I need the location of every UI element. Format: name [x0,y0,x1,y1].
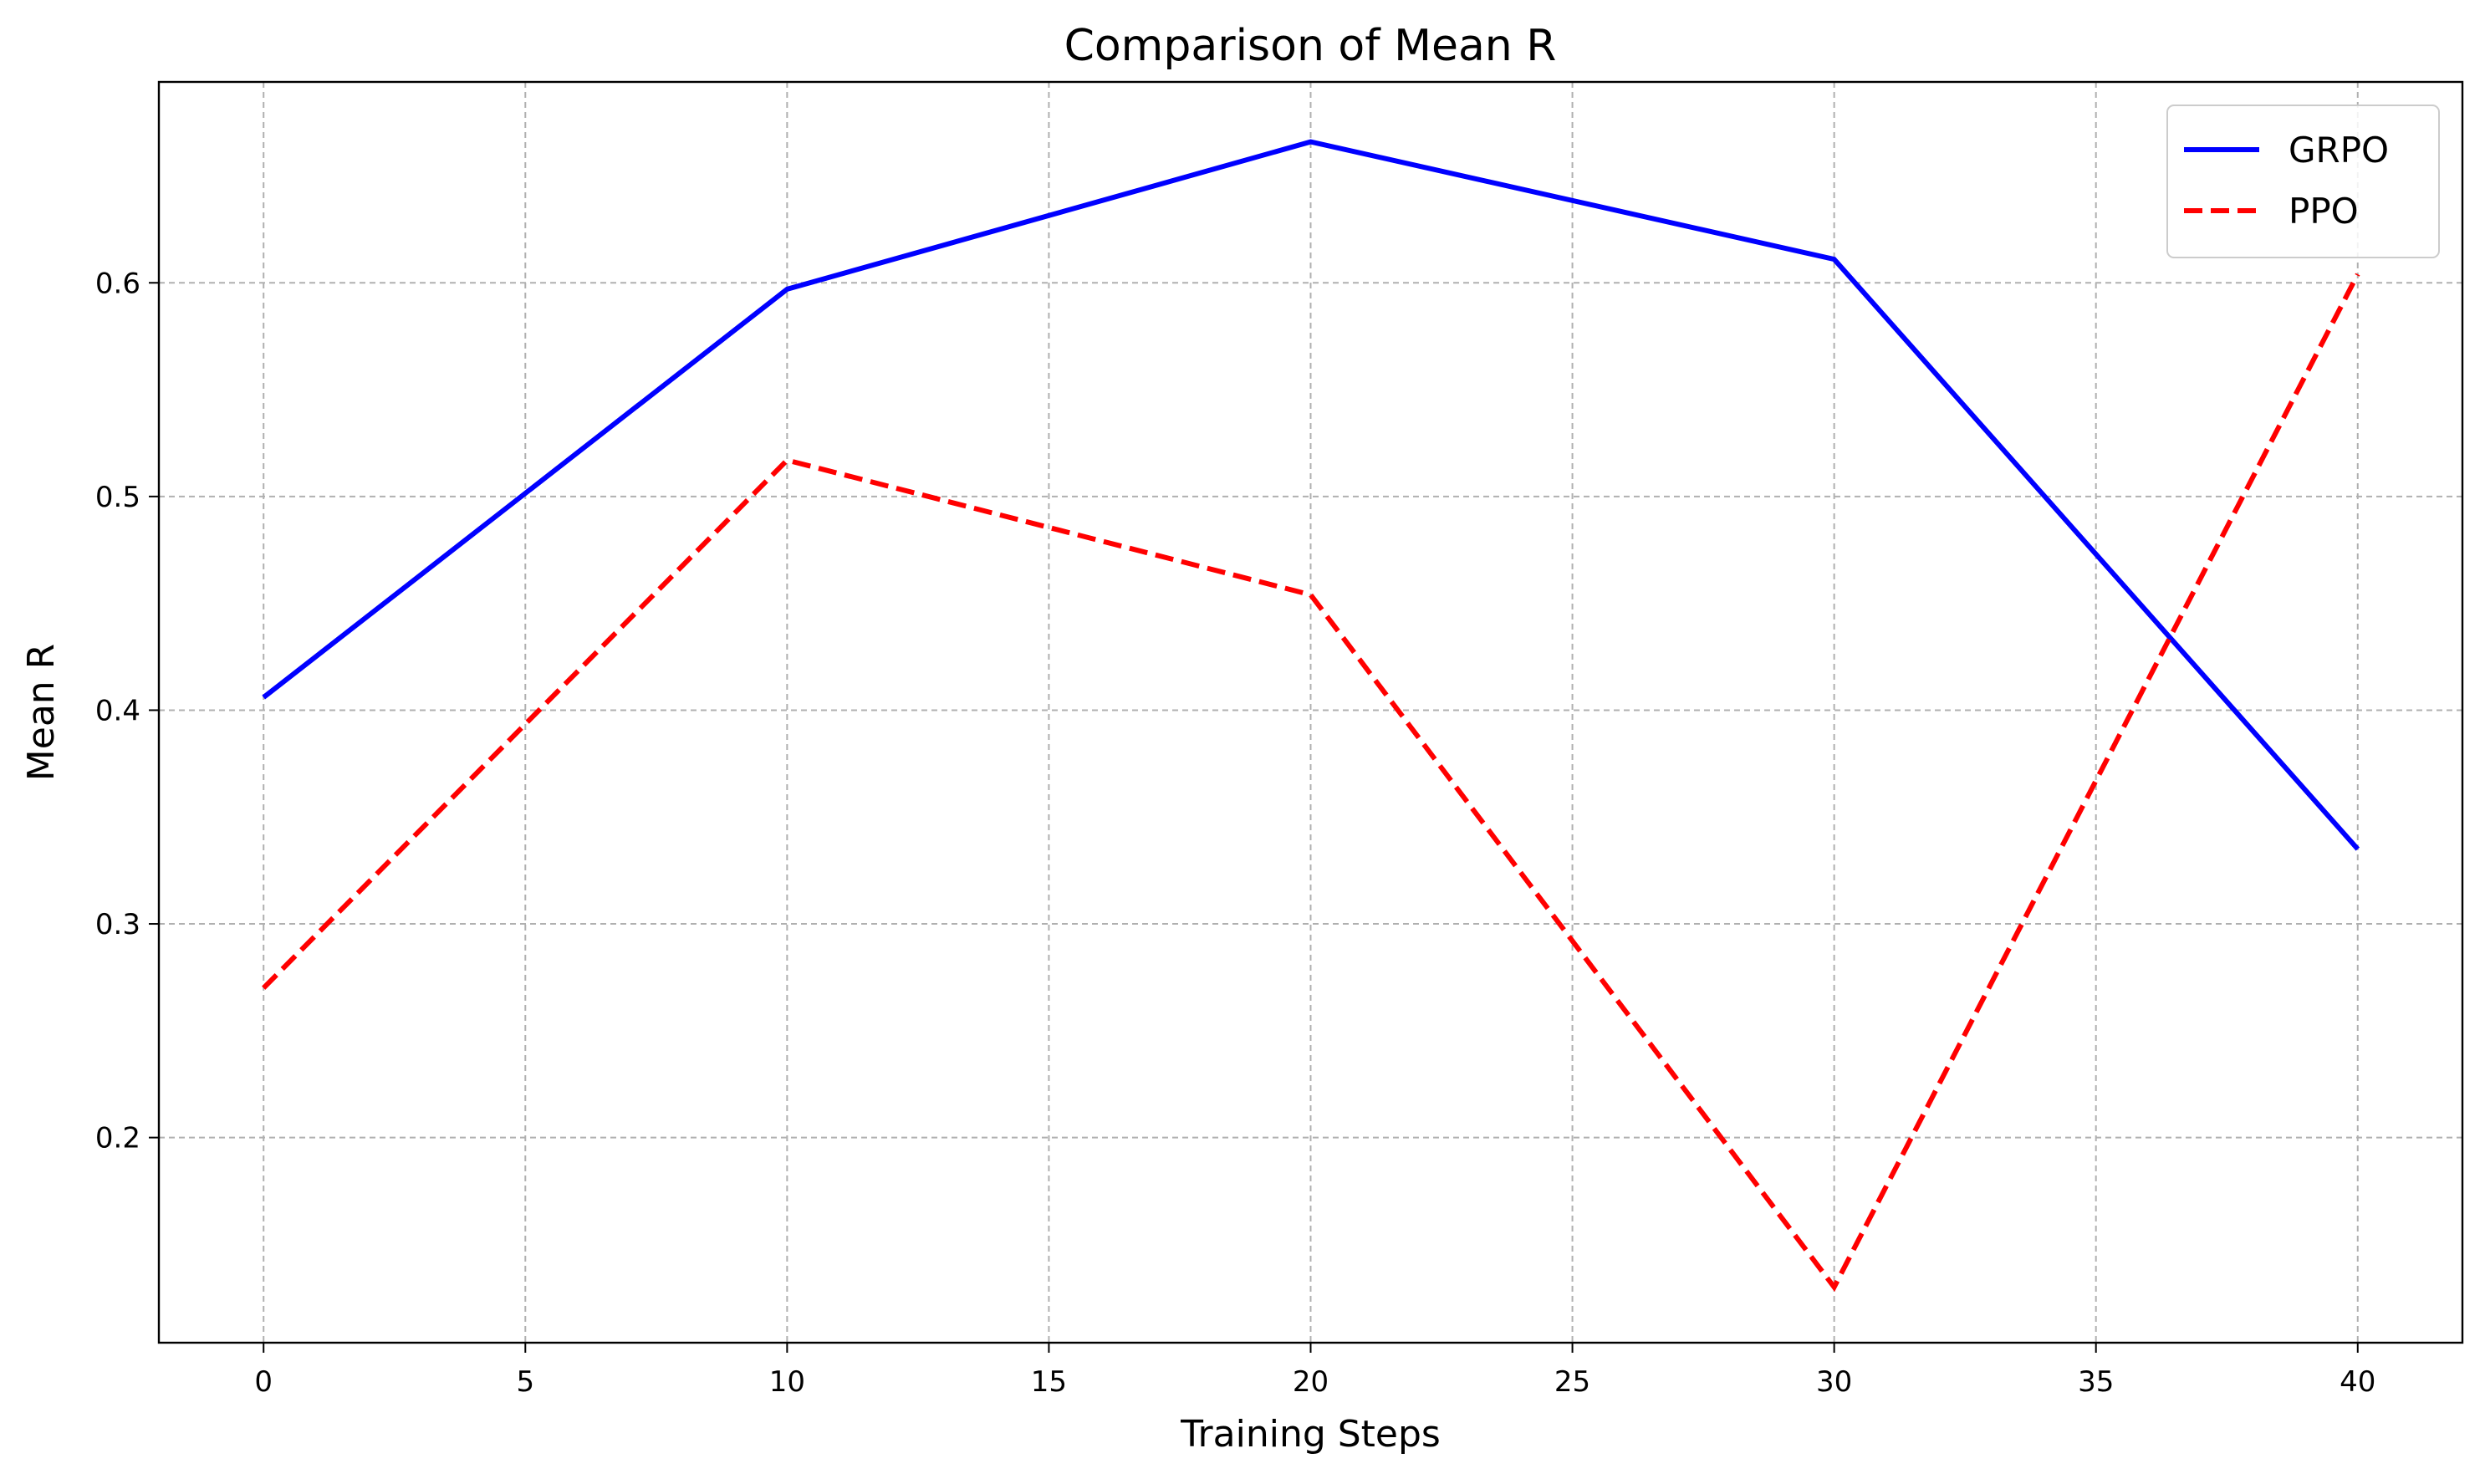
y-tick-label: 0.2 [95,1122,140,1155]
x-tick-label: 20 [1293,1365,1329,1399]
x-tick-label: 15 [1031,1365,1067,1399]
grid [159,82,2462,1343]
y-tick-label: 0.5 [95,481,140,514]
legend: GRPO PPO [2167,105,2439,258]
legend-label-grpo: GRPO [2289,130,2389,171]
x-tick-label: 10 [769,1365,805,1399]
x-tick-label: 25 [1554,1365,1590,1399]
y-axis-label: Mean R [20,644,63,781]
legend-label-ppo: PPO [2289,191,2359,232]
x-tick-label: 5 [516,1365,534,1399]
legend-box [2167,105,2439,258]
x-tick-label: 40 [2340,1365,2375,1399]
y-tick-label: 0.4 [95,694,140,727]
x-axis-label: Training Steps [1180,1413,1441,1456]
x-tick-label: 0 [254,1365,273,1399]
x-tick-label: 30 [1816,1365,1852,1399]
y-tick-label: 0.6 [95,267,140,300]
chart-title: Comparison of Mean R [1064,21,1557,71]
y-tick-label: 0.3 [95,908,140,941]
x-tick-label: 35 [2078,1365,2114,1399]
axis-ticks: 0 5 10 15 20 25 30 35 40 0.2 0.3 0.4 0.5 0.6 [95,267,2375,1399]
plot-frame [159,82,2462,1343]
